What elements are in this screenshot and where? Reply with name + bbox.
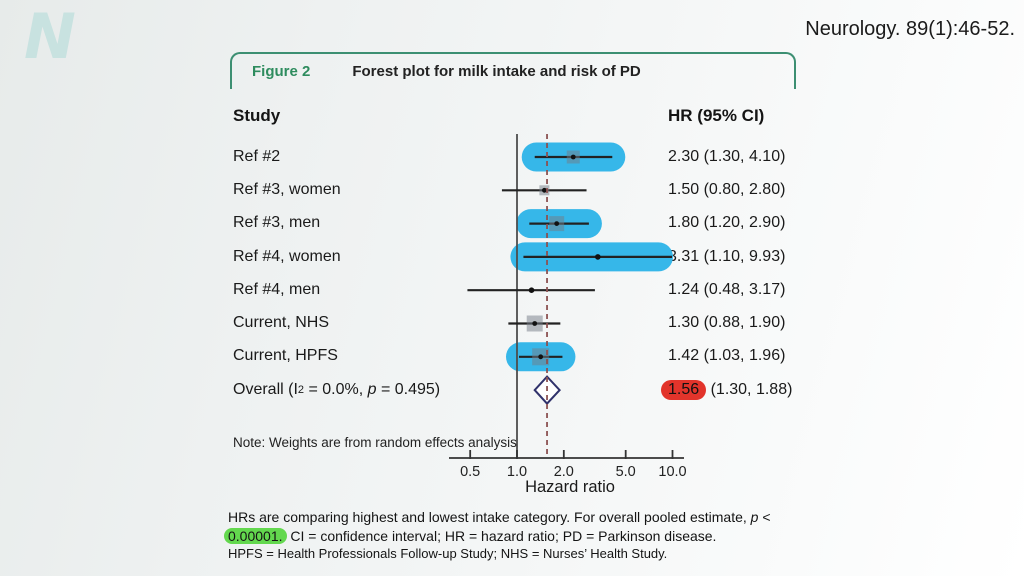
- weights-note: Note: Weights are from random effects an…: [233, 435, 517, 450]
- hr-value: 1.80 (1.20, 2.90): [668, 214, 786, 232]
- x-axis-tick-label: 0.5: [460, 464, 480, 480]
- point-estimate-dot: [528, 287, 535, 293]
- study-label: Current, NHS: [233, 314, 330, 332]
- caption-line-3: HPFS = Health Professionals Follow-up St…: [228, 546, 668, 562]
- study-label: Current, HPFS: [233, 347, 338, 365]
- overall-hr-value: 1.56 (1.30, 1.88): [661, 373, 838, 406]
- highlight-pill: [516, 209, 602, 239]
- hr-value: 1.50 (0.80, 2.80): [668, 180, 786, 198]
- weight-square: [532, 348, 550, 366]
- caption-line-1: HRs are comparing highest and lowest int…: [228, 509, 771, 525]
- figure-title-box: Figure 2 Forest plot for milk intake and…: [230, 52, 796, 89]
- study-label: Ref #4, men: [233, 280, 321, 298]
- highlight-pill: [521, 142, 626, 172]
- overall-label-p: p: [367, 380, 377, 398]
- journal-citation: Neurology. 89(1):46-52.: [805, 18, 1015, 40]
- figure-title: Forest plot for milk intake and risk of …: [352, 63, 641, 80]
- x-axis-tick-label: 5.0: [616, 464, 636, 480]
- weight-square: [566, 150, 580, 164]
- overall-label-mid: = 0.0%,: [304, 380, 368, 398]
- weight-square: [526, 315, 543, 332]
- overall-diamond: [533, 375, 561, 406]
- x-axis-tick-label: 2.0: [554, 464, 574, 480]
- x-axis-tick-label: 10.0: [658, 464, 686, 480]
- study-label: Ref #3, men: [233, 214, 321, 232]
- study-label: Ref #2: [233, 147, 281, 165]
- weight-square: [549, 216, 565, 232]
- study-label: Ref #4, women: [233, 247, 341, 265]
- column-header-hr: HR (95% CI): [668, 106, 765, 125]
- point-estimate-dot: [570, 154, 576, 160]
- hr-value: 1.42 (1.03, 1.96): [668, 347, 786, 365]
- point-estimate-dot: [595, 254, 601, 260]
- figure-label: Figure 2: [252, 63, 311, 80]
- point-estimate-dot: [554, 221, 560, 226]
- figure-caption: HRs are comparing highest and lowest int…: [224, 508, 828, 564]
- caption-line-2: 0.00001. CI = confidence interval; HR = …: [224, 527, 828, 546]
- point-estimate-dot: [538, 354, 544, 360]
- overall-ci-text: (1.30, 1.88): [706, 380, 793, 398]
- weight-square: [539, 185, 550, 196]
- overall-label-pre: Overall (I: [233, 380, 298, 398]
- overall-label-sup: 2: [297, 383, 305, 396]
- hr-value: 2.30 (1.30, 4.10): [668, 147, 786, 165]
- overall-label-post: = 0.495): [376, 380, 441, 398]
- study-label: Ref #3, women: [233, 180, 341, 198]
- hr-value: 1.24 (0.48, 3.17): [668, 280, 786, 298]
- highlight-pill: [505, 342, 576, 372]
- hr-value-column: 2.30 (1.30, 4.10) 1.50 (0.80, 2.80) 1.80…: [661, 140, 838, 406]
- hr-value: 1.30 (0.88, 1.90): [668, 314, 786, 332]
- brand-logo-n-icon: N: [24, 0, 76, 73]
- x-axis-title: Hazard ratio: [525, 478, 615, 496]
- x-axis-tick-label: 1.0: [507, 464, 527, 480]
- point-estimate-dot: [532, 321, 538, 326]
- study-label-column: Ref #2 Ref #3, women Ref #3, men Ref #4,…: [233, 140, 455, 406]
- p-value-green-highlight: 0.00001.: [224, 527, 287, 544]
- column-header-study: Study: [233, 106, 281, 125]
- overall-label: Overall (I 2 = 0.0%, p = 0.495): [233, 373, 455, 406]
- highlight-pill: [510, 242, 673, 272]
- hr-value: 3.31 (1.10, 9.93): [668, 247, 786, 265]
- point-estimate-dot: [541, 187, 547, 193]
- pooled-hr-red-highlight: 1.56: [661, 379, 707, 400]
